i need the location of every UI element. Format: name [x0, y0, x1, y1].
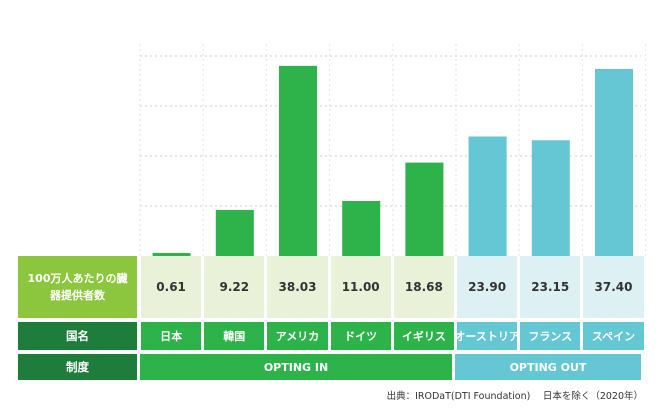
opting-in-band: OPTING IN	[140, 354, 452, 380]
value-cell: 9.22	[204, 256, 265, 318]
bar-1	[215, 209, 254, 256]
country-cell: 韓国	[204, 322, 265, 350]
bar-5	[468, 136, 507, 256]
value-cell: 38.03	[267, 256, 328, 318]
bar-6	[531, 140, 570, 256]
country-cell: アメリカ	[267, 322, 328, 350]
row-label-system-text: 制度	[66, 360, 89, 374]
country-cell: イギリス	[393, 322, 454, 350]
value-cell: 18.68	[393, 256, 454, 318]
country-cell: スペイン	[583, 322, 644, 350]
row-label-donors-text: 100万人あたりの臓器提供者数	[27, 272, 128, 302]
bar-0	[152, 252, 191, 256]
value-cell: 23.15	[520, 256, 581, 318]
value-cell: 11.00	[330, 256, 391, 318]
country-cell: フランス	[520, 322, 581, 350]
bar-4	[405, 162, 444, 256]
country-cell: オーストリア	[454, 322, 520, 350]
country-cell: ドイツ	[330, 322, 391, 350]
opting-in-label: OPTING IN	[263, 360, 329, 374]
row-label-donors: 100万人あたりの臓器提供者数	[18, 256, 137, 318]
value-cell: 23.90	[457, 256, 518, 318]
opting-out-band: OPTING OUT	[455, 354, 641, 380]
row-label-country-text: 国名	[66, 329, 89, 343]
value-cell: 0.61	[141, 256, 202, 318]
value-cell: 37.40	[583, 256, 644, 318]
row-label-system: 制度	[18, 354, 137, 380]
opting-out-label: OPTING OUT	[509, 360, 587, 374]
bar-2	[279, 65, 317, 256]
country-cell: 日本	[141, 322, 202, 350]
bar-7	[595, 69, 633, 256]
bar-3	[342, 201, 381, 256]
row-label-country: 国名	[18, 322, 137, 350]
source-note: 出典：IRODaT(DTI Foundation) 日本を除く（2020年）	[386, 391, 643, 402]
